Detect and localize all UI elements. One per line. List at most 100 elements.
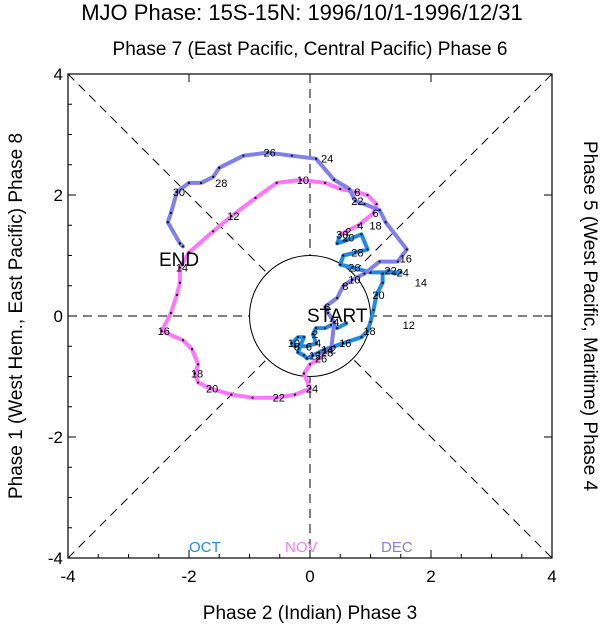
data-point-dec <box>218 166 221 169</box>
data-point-oct <box>354 251 357 254</box>
day-label-dec: 12 <box>403 320 415 332</box>
day-label-oct: 6 <box>306 341 312 353</box>
data-point-nov <box>181 339 185 342</box>
series-line-oct <box>289 232 403 361</box>
day-label-nov: 10 <box>297 175 309 187</box>
day-label-dec: 28 <box>215 178 227 190</box>
day-label-dec: 10 <box>348 275 360 287</box>
data-point-oct <box>393 272 396 275</box>
data-point-nov <box>160 330 163 333</box>
data-point-nov <box>196 363 200 366</box>
data-point-oct <box>302 336 306 339</box>
data-point-dec <box>175 190 178 194</box>
day-label-dec: 30 <box>173 187 185 199</box>
data-point-oct <box>399 271 402 274</box>
data-point-nov <box>275 396 278 399</box>
day-label-oct: 16 <box>339 338 351 350</box>
day-label-oct: 24 <box>397 267 409 279</box>
data-point-oct <box>381 272 384 275</box>
data-point-dec <box>187 181 191 184</box>
data-point-dec <box>363 272 366 275</box>
data-point-dec <box>266 151 269 154</box>
day-label-dec: 22 <box>351 196 363 208</box>
data-point-nov <box>187 251 191 254</box>
data-point-dec <box>242 154 245 157</box>
data-point-dec <box>378 260 381 263</box>
y-tick-label: 4 <box>54 65 63 84</box>
data-point-dec <box>324 351 327 354</box>
day-label-oct: 4 <box>315 338 321 350</box>
data-point-dec <box>327 311 330 315</box>
data-point-nov <box>345 230 348 233</box>
data-point-dec <box>354 199 357 203</box>
data-point-dec <box>336 296 339 299</box>
x-tick-label: 4 <box>547 567 556 586</box>
data-point-oct <box>317 351 321 354</box>
data-point-nov <box>366 193 369 197</box>
data-point-nov <box>212 230 215 233</box>
day-label-nov: 14 <box>176 263 188 275</box>
data-point-dec <box>200 181 203 184</box>
data-point-oct <box>305 357 309 360</box>
y-tick-label: 2 <box>54 186 63 205</box>
data-point-oct <box>369 320 372 324</box>
data-point-oct <box>342 342 345 345</box>
data-point-oct <box>345 322 348 325</box>
data-point-oct <box>311 333 315 336</box>
data-point-oct <box>305 345 309 348</box>
data-point-nov <box>375 202 378 206</box>
day-label-nov: 8 <box>354 187 360 199</box>
left-phase-label: Phase 1 (West Hem., East Pacific) Phase … <box>6 133 27 499</box>
data-point-dec <box>384 221 387 224</box>
data-point-oct <box>290 342 293 345</box>
series-layer <box>159 150 409 400</box>
day-label-oct: 12 <box>309 350 321 362</box>
data-point-dec <box>342 284 345 287</box>
day-label-dec: 6 <box>324 302 330 314</box>
data-point-oct <box>314 342 318 345</box>
diagonal-guide-1 <box>67 73 553 559</box>
data-point-oct <box>345 239 348 242</box>
right-phase-label: Phase 5 (West Pacific, Maritime) Phase 4 <box>579 141 600 492</box>
x-tick-label: 2 <box>426 567 435 586</box>
data-point-dec <box>181 245 185 248</box>
end-annotation: END <box>159 250 199 271</box>
day-label-dec: 20 <box>342 232 354 244</box>
day-label-dec: 16 <box>400 254 412 266</box>
data-point-dec <box>178 242 182 245</box>
data-point-nov <box>251 396 254 399</box>
day-label-nov: 26 <box>315 353 327 365</box>
data-point-nov <box>190 348 194 351</box>
data-point-oct <box>342 254 345 257</box>
data-point-dec <box>396 260 399 263</box>
data-point-oct <box>336 242 339 245</box>
data-point-dec <box>378 209 381 212</box>
data-point-nov <box>193 372 197 375</box>
data-point-oct <box>381 281 384 284</box>
day-label-nov: 6 <box>372 208 378 220</box>
data-point-oct <box>302 354 306 357</box>
data-point-oct <box>333 345 336 348</box>
data-point-nov <box>230 215 233 218</box>
data-point-dec <box>348 187 351 191</box>
day-label-oct: 14 <box>321 344 333 356</box>
legend-dec: DEC <box>381 539 413 556</box>
data-point-nov <box>302 372 306 375</box>
x-tick-label: -4 <box>60 567 75 586</box>
data-point-nov <box>175 293 178 296</box>
y-tick-label: -4 <box>48 549 63 568</box>
data-point-nov <box>299 178 303 181</box>
data-point-oct <box>351 266 354 269</box>
y-tick-label: 0 <box>54 307 63 326</box>
top-phase-label: Phase 7 (East Pacific, Central Pacific) … <box>113 39 508 60</box>
data-point-nov <box>324 181 327 184</box>
data-point-nov <box>209 387 212 390</box>
day-label-oct: 22 <box>385 266 397 278</box>
data-point-dec <box>405 248 408 251</box>
day-label-dec: 14 <box>415 278 427 290</box>
data-point-nov <box>339 187 342 191</box>
diagonal-guide-2 <box>67 73 553 559</box>
data-point-oct <box>339 263 342 266</box>
